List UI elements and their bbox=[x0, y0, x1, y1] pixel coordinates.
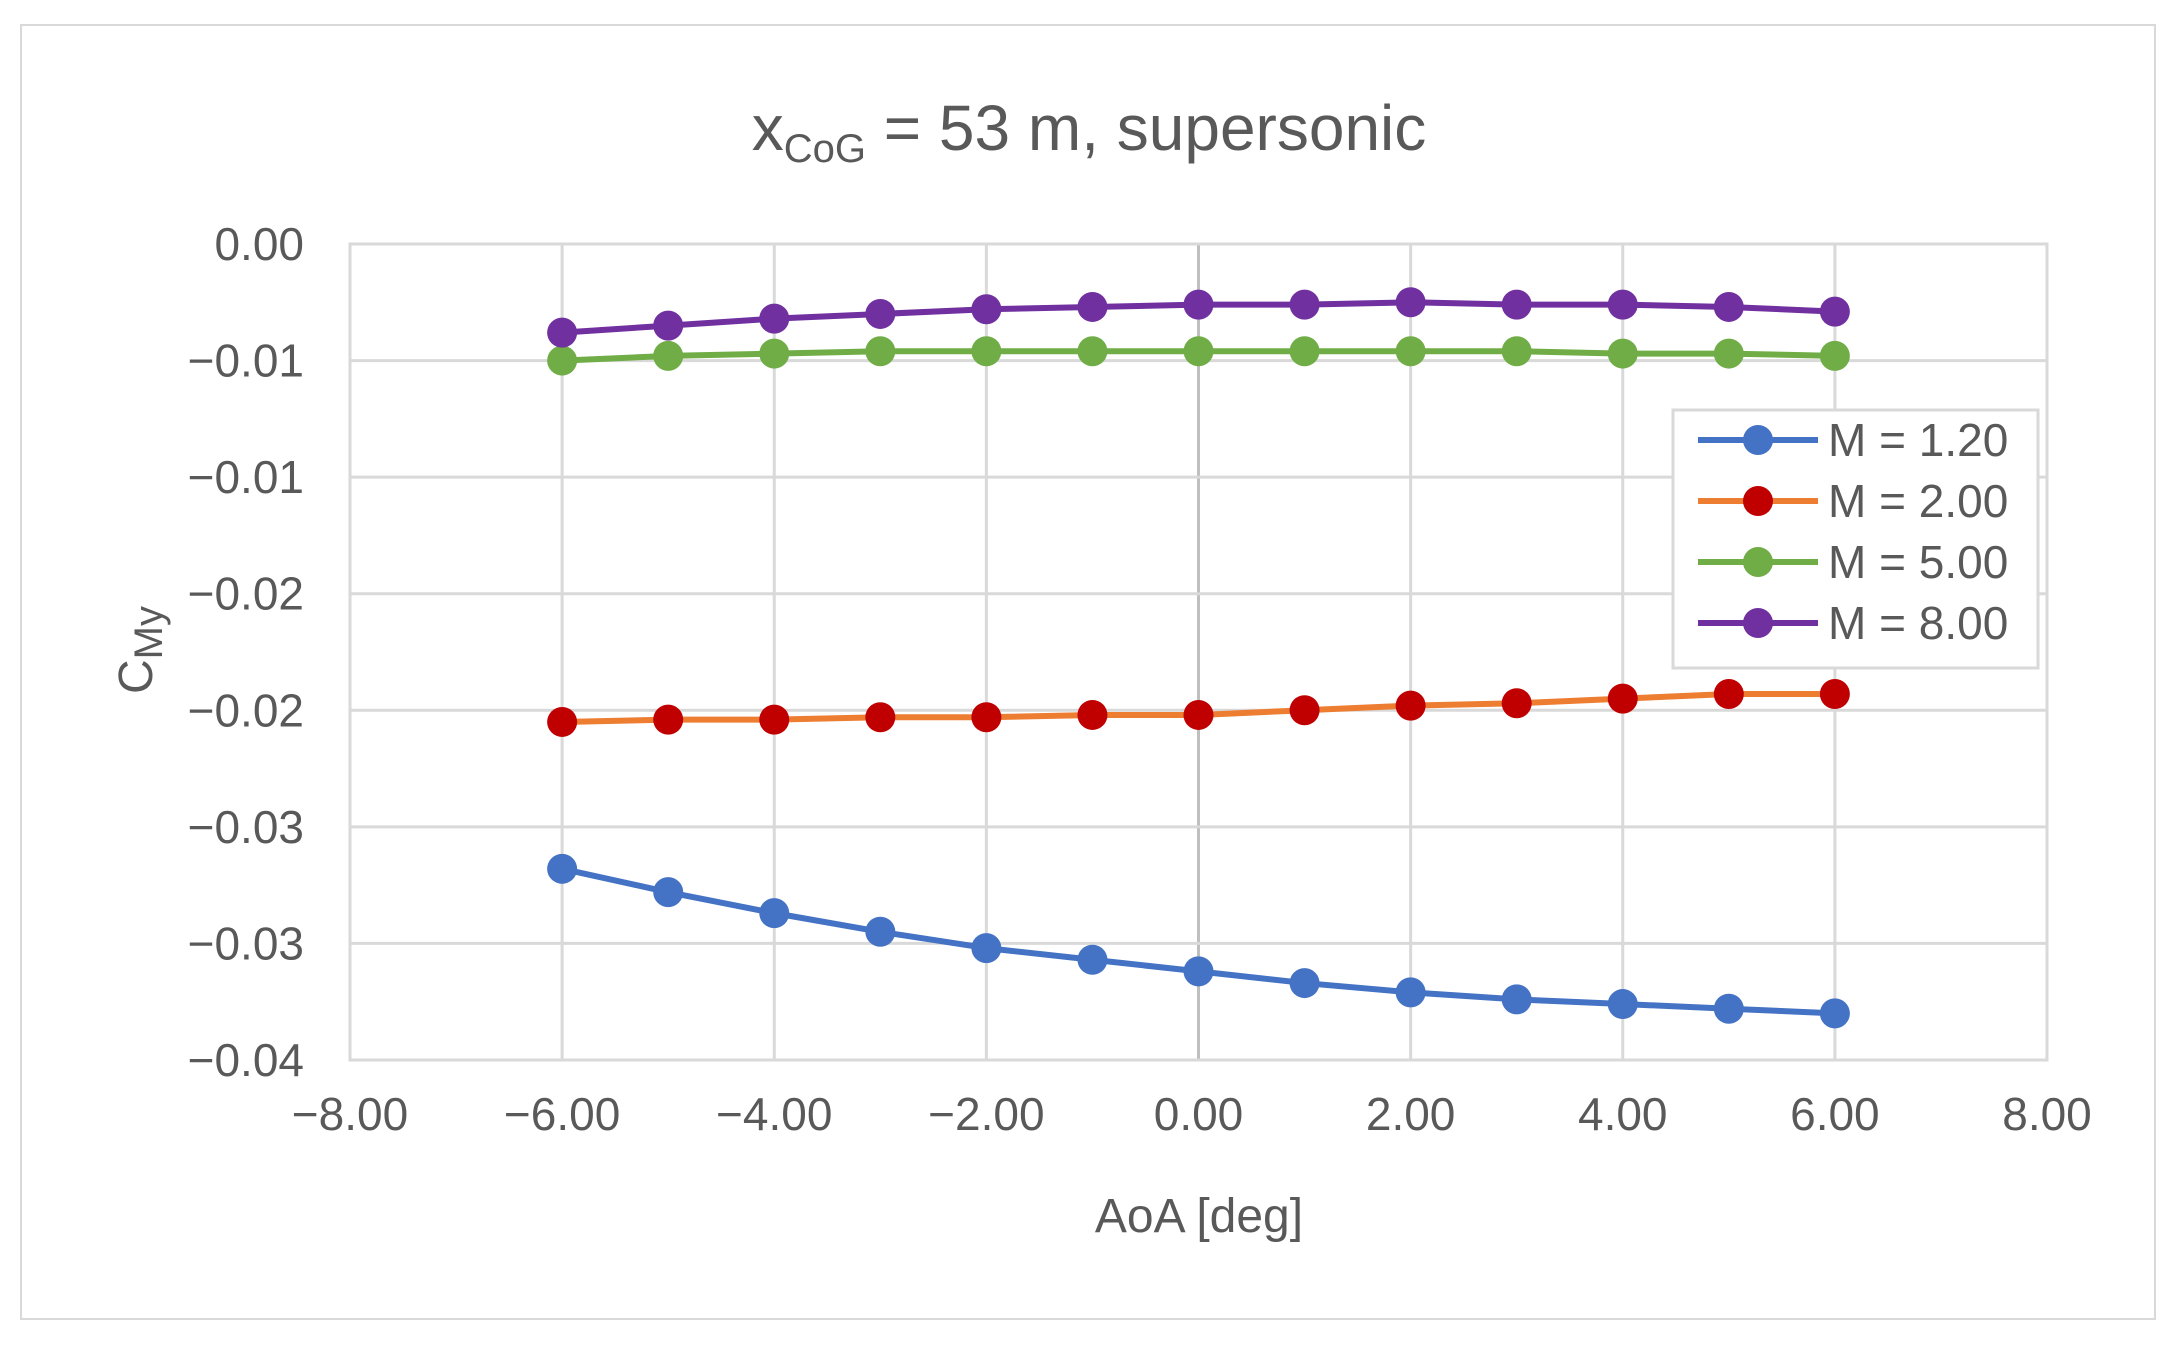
x-tick-label: −2.00 bbox=[928, 1088, 1044, 1140]
y-tick-label: 0.00 bbox=[214, 218, 304, 270]
legend-marker bbox=[1743, 486, 1773, 516]
data-point bbox=[1077, 291, 1108, 322]
x-tick-label: 6.00 bbox=[1790, 1088, 1880, 1140]
x-tick-label: −4.00 bbox=[716, 1088, 832, 1140]
chart-title-rest: = 53 m, supersonic bbox=[866, 92, 1426, 164]
legend-label: M = 1.20 bbox=[1828, 414, 2008, 466]
legend-item: M = 5.00 bbox=[1698, 536, 2008, 588]
data-point bbox=[971, 336, 1002, 367]
chart-title: xCoG = 53 m, supersonic bbox=[752, 92, 1427, 171]
data-point bbox=[865, 702, 896, 733]
x-tick-label: −6.00 bbox=[504, 1088, 620, 1140]
data-point bbox=[759, 704, 790, 735]
data-point bbox=[1077, 944, 1108, 975]
data-point bbox=[653, 877, 684, 908]
legend-marker bbox=[1743, 425, 1773, 455]
data-point bbox=[1607, 338, 1638, 369]
data-point bbox=[1289, 336, 1320, 367]
data-point bbox=[547, 706, 578, 737]
data-point bbox=[865, 336, 896, 367]
data-point bbox=[1501, 984, 1532, 1015]
legend-item: M = 8.00 bbox=[1698, 597, 2008, 649]
data-point bbox=[1819, 998, 1850, 1029]
y-axis-title-subscript: My bbox=[127, 606, 171, 659]
legend-item: M = 2.00 bbox=[1698, 475, 2008, 527]
y-tick-label: −0.03 bbox=[188, 801, 304, 853]
data-point bbox=[971, 933, 1002, 964]
x-tick-label: 4.00 bbox=[1578, 1088, 1668, 1140]
chart-title-main: x bbox=[752, 92, 784, 164]
chart-title-subscript: CoG bbox=[784, 127, 866, 171]
data-point bbox=[1395, 336, 1426, 367]
data-point bbox=[1289, 289, 1320, 320]
data-point bbox=[547, 317, 578, 348]
y-axis-title-main: C bbox=[110, 659, 163, 694]
x-axis-title: AoA [deg] bbox=[1095, 1190, 1303, 1243]
series-4 bbox=[547, 287, 1850, 348]
series-2 bbox=[547, 678, 1850, 737]
data-point bbox=[1501, 688, 1532, 719]
series-1 bbox=[547, 853, 1850, 1029]
data-point bbox=[547, 853, 578, 884]
legend-item: M = 1.20 bbox=[1698, 414, 2008, 466]
data-point bbox=[759, 898, 790, 929]
data-point bbox=[1395, 690, 1426, 721]
data-point bbox=[1819, 296, 1850, 327]
series-layer bbox=[547, 287, 1850, 1029]
data-point bbox=[547, 345, 578, 376]
y-tick-label: −0.01 bbox=[188, 335, 304, 387]
data-point bbox=[759, 303, 790, 334]
data-point bbox=[653, 704, 684, 735]
axes: −8.00 −6.00 −4.00 −2.00 0.00 2.00 4.00 6.00 8.00… bbox=[188, 218, 2092, 1140]
legend-label: M = 5.00 bbox=[1828, 536, 2008, 588]
data-point bbox=[1713, 291, 1744, 322]
data-point bbox=[1289, 695, 1320, 726]
chart-frame bbox=[20, 24, 2156, 1320]
legend-label: M = 8.00 bbox=[1828, 597, 2008, 649]
data-point bbox=[1183, 699, 1214, 730]
data-point bbox=[971, 294, 1002, 325]
y-tick-label: −0.04 bbox=[188, 1034, 304, 1086]
data-point bbox=[1607, 289, 1638, 320]
data-point bbox=[1713, 678, 1744, 709]
series-3 bbox=[547, 336, 1850, 376]
data-point bbox=[1501, 336, 1532, 367]
x-tick-label: 8.00 bbox=[2002, 1088, 2092, 1140]
data-point bbox=[1395, 977, 1426, 1008]
y-tick-label: −0.02 bbox=[188, 568, 304, 620]
data-point bbox=[865, 916, 896, 947]
data-point bbox=[1607, 989, 1638, 1020]
data-point bbox=[1501, 289, 1532, 320]
x-tick-label: 2.00 bbox=[1366, 1088, 1456, 1140]
data-point bbox=[1183, 289, 1214, 320]
data-point bbox=[759, 338, 790, 369]
x-tick-label: −8.00 bbox=[292, 1088, 408, 1140]
legend-marker bbox=[1743, 547, 1773, 577]
data-point bbox=[653, 340, 684, 371]
y-tick-label: −0.02 bbox=[188, 684, 304, 736]
data-point bbox=[1395, 287, 1426, 318]
data-point bbox=[1819, 340, 1850, 371]
data-point bbox=[653, 310, 684, 341]
y-tick-label: −0.03 bbox=[188, 917, 304, 969]
legend-marker bbox=[1743, 608, 1773, 638]
data-point bbox=[1077, 699, 1108, 730]
legend-label: M = 2.00 bbox=[1828, 475, 2008, 527]
data-point bbox=[1077, 336, 1108, 367]
data-point bbox=[1289, 968, 1320, 999]
data-point bbox=[1183, 336, 1214, 367]
y-tick-label: −0.01 bbox=[188, 451, 304, 503]
data-point bbox=[971, 702, 1002, 733]
data-point bbox=[1713, 338, 1744, 369]
legend: M = 1.20 M = 2.00 M = 5.00 M = 8.00 bbox=[1671, 408, 2040, 670]
data-point bbox=[1713, 993, 1744, 1024]
data-point bbox=[1819, 678, 1850, 709]
y-axis-title: CMy bbox=[110, 606, 171, 694]
data-point bbox=[865, 298, 896, 329]
data-point bbox=[1607, 683, 1638, 714]
data-point bbox=[1183, 956, 1214, 987]
x-tick-label: 0.00 bbox=[1154, 1088, 1244, 1140]
